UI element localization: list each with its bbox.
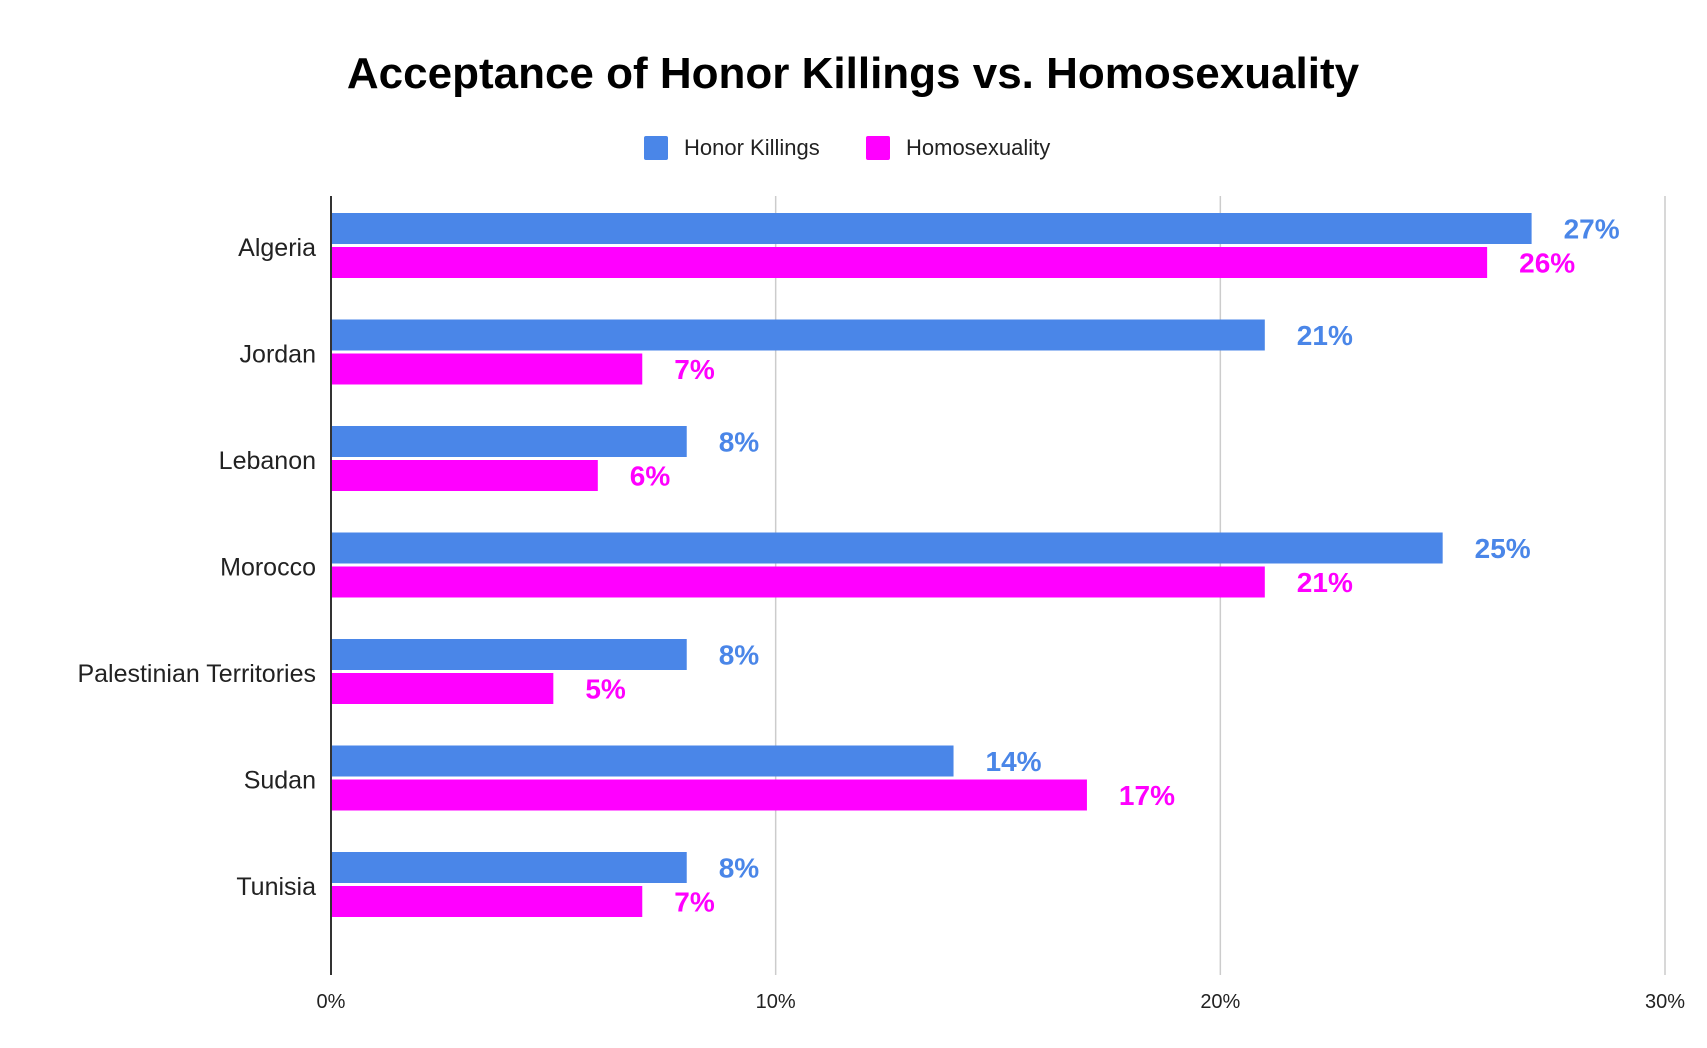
- data-label-homosexuality-tunisia: 7%: [674, 887, 715, 918]
- legend-label-honor-killings: Honor Killings: [684, 135, 820, 160]
- bar-homosexuality-sudan: [331, 779, 1087, 811]
- bar-homosexuality-lebanon: [331, 460, 598, 491]
- bar-honor-killings-jordan: [331, 319, 1265, 351]
- x-axis-tick-labels: 0% 10% 20% 30%: [317, 991, 1686, 1013]
- bar-honor-killings-lebanon: [331, 426, 687, 457]
- data-label-honor-killings-lebanon: 8%: [719, 427, 760, 458]
- bar-honor-killings-morocco: [331, 532, 1443, 564]
- bar-honor-killings-sudan: [331, 745, 954, 777]
- data-label-honor-killings-morocco: 25%: [1475, 533, 1531, 564]
- chart-title: Acceptance of Honor Killings vs. Homosex…: [347, 49, 1360, 98]
- category-label-morocco: Morocco: [220, 554, 316, 582]
- data-label-honor-killings-palestinian-territories: 8%: [719, 640, 760, 671]
- category-labels: Algeria Jordan Lebanon Morocco Palestinian T…: [77, 234, 316, 901]
- category-label-lebanon: Lebanon: [219, 447, 316, 475]
- bar-homosexuality-algeria: [331, 247, 1488, 278]
- bar-honor-killings-palestinian-territories: [331, 639, 687, 670]
- category-label-tunisia: Tunisia: [236, 873, 316, 901]
- data-label-homosexuality-morocco: 21%: [1297, 567, 1353, 598]
- bar-honor-killings-algeria: [331, 213, 1532, 244]
- x-tick-label: 10%: [756, 991, 796, 1013]
- category-label-sudan: Sudan: [244, 767, 316, 795]
- bar-honor-killings-tunisia: [331, 852, 687, 883]
- data-label-homosexuality-lebanon: 6%: [630, 461, 671, 492]
- legend-label-homosexuality: Homosexuality: [906, 135, 1050, 160]
- legend: Honor Killings Homosexuality: [644, 135, 1050, 160]
- data-label-homosexuality-palestinian-territories: 5%: [585, 674, 626, 705]
- data-label-honor-killings-tunisia: 8%: [719, 853, 760, 884]
- category-label-palestinian-territories: Palestinian Territories: [77, 660, 316, 688]
- category-label-jordan: Jordan: [240, 341, 316, 369]
- bar-homosexuality-palestinian-territories: [331, 673, 554, 704]
- data-label-homosexuality-jordan: 7%: [674, 354, 715, 385]
- data-label-honor-killings-sudan: 14%: [986, 746, 1042, 777]
- category-label-algeria: Algeria: [238, 234, 316, 262]
- data-label-homosexuality-sudan: 17%: [1119, 780, 1175, 811]
- legend-swatch-homosexuality: [866, 136, 890, 160]
- x-tick-label: 0%: [317, 991, 346, 1013]
- bar-homosexuality-jordan: [331, 353, 643, 385]
- data-label-honor-killings-jordan: 21%: [1297, 320, 1353, 351]
- data-labels: 27%26%21%7%8%6%25%21%8%5%14%17%8%7%: [585, 214, 1619, 918]
- data-label-homosexuality-algeria: 26%: [1519, 248, 1575, 279]
- bar-homosexuality-tunisia: [331, 886, 643, 917]
- data-label-honor-killings-algeria: 27%: [1564, 214, 1620, 245]
- legend-swatch-honor-killings: [644, 136, 668, 160]
- bar-homosexuality-morocco: [331, 566, 1265, 598]
- bars: [331, 213, 1532, 917]
- x-tick-label: 30%: [1645, 991, 1685, 1013]
- x-tick-label: 20%: [1200, 991, 1240, 1013]
